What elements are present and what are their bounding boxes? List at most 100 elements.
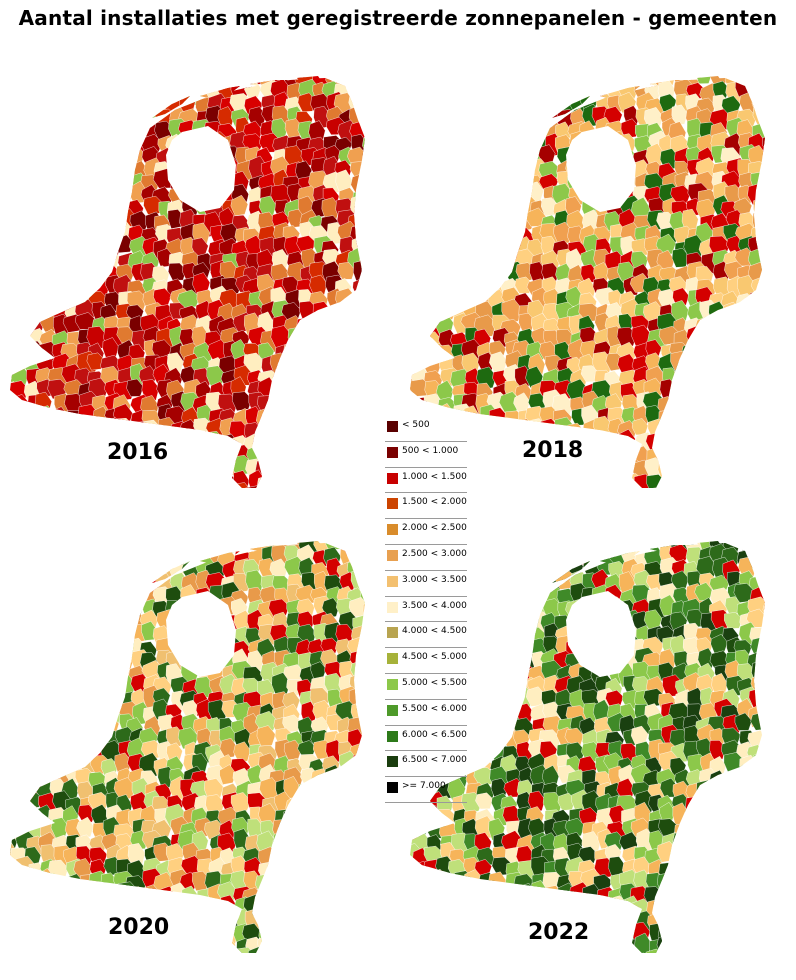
legend-label: 1.000 < 1.500 bbox=[402, 471, 467, 482]
municipality-region bbox=[752, 911, 765, 931]
municipality-region bbox=[78, 613, 98, 632]
municipality-region bbox=[436, 160, 454, 182]
municipality-region bbox=[86, 352, 105, 371]
municipality-region bbox=[421, 147, 441, 172]
municipality-region bbox=[193, 76, 212, 88]
municipality-region bbox=[487, 76, 506, 95]
municipality-region bbox=[313, 794, 332, 817]
municipality-region bbox=[774, 161, 795, 186]
municipality-region bbox=[335, 795, 358, 813]
municipality-region bbox=[490, 459, 513, 480]
municipality-region bbox=[710, 423, 731, 446]
municipality-region bbox=[479, 899, 497, 923]
municipality-region bbox=[776, 948, 796, 969]
municipality-region bbox=[362, 691, 365, 710]
municipality-region bbox=[475, 958, 494, 975]
municipality-region bbox=[762, 456, 765, 482]
municipality-region bbox=[359, 108, 365, 130]
municipality-region bbox=[775, 237, 796, 258]
municipality-region bbox=[116, 571, 137, 590]
municipality-region bbox=[410, 886, 415, 910]
legend-label: 1.500 < 2.000 bbox=[402, 497, 467, 508]
municipality-region bbox=[775, 458, 793, 476]
municipality-region bbox=[359, 445, 365, 468]
municipality-region bbox=[658, 861, 681, 885]
municipality-region bbox=[438, 887, 458, 906]
municipality-region bbox=[440, 195, 461, 217]
municipality-region bbox=[79, 887, 97, 909]
municipality-region bbox=[734, 393, 753, 414]
municipality-region bbox=[762, 267, 765, 290]
municipality-region bbox=[232, 482, 252, 488]
municipality-region bbox=[685, 430, 704, 453]
municipality-region bbox=[154, 76, 177, 92]
municipality-region bbox=[378, 319, 395, 340]
municipality-region bbox=[308, 808, 331, 827]
municipality-region bbox=[359, 249, 365, 272]
municipality-region bbox=[553, 81, 574, 100]
municipality-region bbox=[449, 288, 470, 307]
municipality-region bbox=[37, 444, 55, 468]
municipality-region bbox=[80, 120, 101, 143]
municipality-region bbox=[478, 147, 501, 172]
municipality-region bbox=[422, 78, 443, 103]
municipality-region bbox=[461, 143, 482, 165]
municipality-region bbox=[274, 364, 293, 387]
municipality-region bbox=[126, 952, 145, 953]
municipality-region bbox=[362, 913, 365, 931]
municipality-region bbox=[474, 674, 496, 698]
municipality-region bbox=[145, 96, 167, 119]
municipality-region bbox=[774, 806, 792, 826]
municipality-region bbox=[476, 648, 497, 672]
municipality-region bbox=[324, 965, 344, 975]
municipality-region bbox=[527, 896, 551, 917]
municipality-region bbox=[10, 474, 24, 488]
municipality-region bbox=[50, 570, 70, 591]
municipality-region bbox=[283, 846, 305, 868]
municipality-region bbox=[180, 951, 197, 953]
municipality-region bbox=[79, 213, 99, 236]
municipality-region bbox=[130, 82, 154, 106]
legend-label: 4.000 < 4.500 bbox=[402, 626, 467, 637]
municipality-region bbox=[53, 634, 72, 660]
legend-label: 5.000 < 5.500 bbox=[402, 677, 467, 688]
municipality-region bbox=[63, 690, 86, 712]
municipality-region bbox=[422, 909, 444, 932]
municipality-region bbox=[735, 353, 755, 373]
municipality-region bbox=[438, 146, 456, 168]
municipality-region bbox=[766, 834, 785, 857]
municipality-region bbox=[347, 356, 365, 381]
municipality-region bbox=[695, 950, 718, 953]
municipality-region bbox=[378, 85, 396, 104]
municipality-region bbox=[325, 393, 343, 412]
municipality-region bbox=[352, 382, 365, 404]
municipality-region bbox=[362, 135, 365, 156]
legend-label: < 500 bbox=[402, 420, 430, 430]
municipality-region bbox=[10, 446, 17, 470]
municipality-region bbox=[437, 945, 460, 953]
municipality-region bbox=[10, 106, 18, 131]
municipality-region bbox=[448, 238, 468, 258]
municipality-region bbox=[375, 172, 395, 194]
municipality-region bbox=[179, 541, 198, 552]
municipality-region bbox=[23, 303, 46, 322]
municipality-region bbox=[299, 483, 318, 488]
municipality-region bbox=[168, 939, 188, 953]
municipality-region bbox=[40, 185, 60, 210]
municipality-region bbox=[10, 739, 20, 762]
municipality-region bbox=[100, 611, 119, 634]
municipality-region bbox=[671, 104, 688, 126]
municipality-region bbox=[62, 936, 83, 953]
municipality-region bbox=[61, 585, 80, 604]
municipality-region bbox=[364, 144, 365, 166]
municipality-region bbox=[669, 859, 692, 883]
municipality-region bbox=[762, 366, 765, 389]
municipality-region bbox=[422, 109, 446, 132]
municipality-region bbox=[346, 541, 365, 552]
municipality-region bbox=[670, 482, 692, 488]
municipality-region bbox=[104, 95, 126, 116]
municipality-region bbox=[411, 136, 431, 154]
municipality-region bbox=[347, 887, 365, 906]
municipality-region bbox=[26, 94, 49, 115]
municipality-region bbox=[516, 117, 537, 139]
